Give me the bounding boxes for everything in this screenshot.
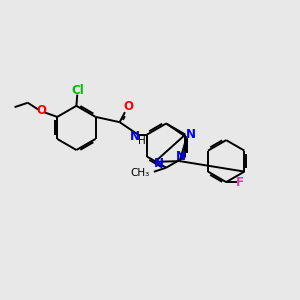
Text: N: N [186,128,196,141]
Text: F: F [236,176,244,189]
Text: N: N [176,150,186,163]
Text: O: O [36,104,46,118]
Text: N: N [154,157,164,170]
Text: Cl: Cl [71,84,84,97]
Text: H: H [138,136,146,146]
Text: N: N [130,130,140,143]
Text: CH₃: CH₃ [130,168,149,178]
Text: O: O [123,100,133,113]
